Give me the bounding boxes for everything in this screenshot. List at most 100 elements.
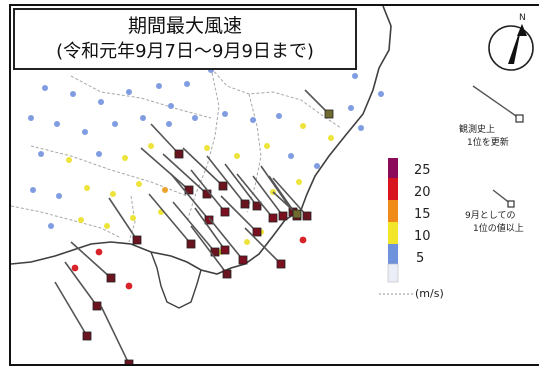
wind-arrow-line bbox=[70, 241, 112, 279]
station-dot bbox=[378, 91, 384, 97]
note-september-line1: 9月としての bbox=[465, 211, 516, 221]
station-dot bbox=[30, 187, 36, 193]
station-dot bbox=[148, 143, 154, 149]
wind-station-square bbox=[220, 207, 230, 217]
wind-station-square bbox=[218, 181, 228, 191]
station-dot bbox=[300, 123, 306, 129]
wind-arrow-line bbox=[252, 175, 284, 217]
station-dot bbox=[156, 83, 162, 89]
station-dot bbox=[166, 121, 172, 127]
wind-arrow-line bbox=[54, 281, 88, 337]
wind-station-square bbox=[302, 211, 312, 221]
wind-arrow-line bbox=[172, 201, 216, 253]
station-dot bbox=[54, 121, 60, 127]
wind-station-square bbox=[276, 259, 286, 269]
wind-station-square bbox=[292, 209, 302, 219]
station-dot bbox=[276, 113, 282, 119]
station-dot bbox=[71, 264, 79, 272]
scale-label-25: 25 bbox=[414, 163, 431, 178]
station-dot bbox=[96, 151, 102, 157]
station-dot bbox=[328, 135, 334, 141]
station-dot bbox=[70, 91, 76, 97]
scale-unit: (m/s) bbox=[415, 287, 444, 300]
station-dot bbox=[28, 115, 34, 121]
scale-label-20: 20 bbox=[414, 185, 431, 200]
wind-station-square bbox=[174, 149, 184, 159]
station-dot bbox=[358, 125, 364, 131]
note-september-line2: 1位の値以上 bbox=[473, 224, 524, 234]
station-dot bbox=[264, 143, 270, 149]
symbol-legend-september bbox=[492, 189, 515, 208]
wind-station-square bbox=[240, 199, 250, 209]
station-dot bbox=[299, 236, 307, 244]
wind-arrow-line bbox=[194, 207, 226, 251]
station-dot bbox=[78, 217, 84, 223]
station-dot bbox=[352, 73, 358, 79]
title-main: 期間最大風速 bbox=[127, 15, 242, 37]
station-dot bbox=[125, 282, 133, 290]
station-dot bbox=[136, 181, 142, 187]
wind-arrow-line bbox=[224, 163, 258, 207]
wind-arrow-line bbox=[140, 147, 190, 191]
wind-arrow-line bbox=[108, 197, 138, 241]
station-dot bbox=[250, 117, 256, 123]
station-dot bbox=[234, 153, 240, 159]
wind-station-square bbox=[124, 359, 134, 364]
color-scale-bar bbox=[387, 158, 399, 283]
wind-station-square bbox=[186, 239, 196, 249]
station-dot bbox=[122, 155, 128, 161]
wind-station-square bbox=[252, 227, 262, 237]
peninsula-coast bbox=[150, 251, 202, 309]
station-dot bbox=[95, 248, 103, 256]
wind-station-square bbox=[324, 109, 334, 119]
station-dot bbox=[204, 145, 210, 151]
wind-arrow-line bbox=[148, 193, 192, 245]
station-dot bbox=[104, 223, 110, 229]
station-dot bbox=[38, 151, 44, 157]
station-dot bbox=[56, 193, 62, 199]
wind-arrow-line bbox=[190, 169, 226, 213]
wind-station-square bbox=[132, 235, 142, 245]
station-dot bbox=[168, 103, 174, 109]
note-record-line2: 1位を更新 bbox=[467, 138, 509, 148]
station-dot bbox=[130, 215, 136, 221]
station-dot bbox=[314, 163, 320, 169]
note-record-line1: 観測史上 bbox=[459, 125, 496, 135]
wind-arrow-line bbox=[64, 261, 98, 307]
scale-label-5: 5 bbox=[416, 251, 425, 266]
station-dot bbox=[348, 105, 354, 111]
wind-arrow-line bbox=[162, 153, 208, 195]
scale-label-15: 15 bbox=[414, 207, 431, 222]
wind-arrow-line bbox=[100, 305, 130, 364]
wind-station-square bbox=[222, 269, 232, 279]
wind-station-square bbox=[220, 245, 230, 255]
wind-station-square bbox=[204, 215, 214, 225]
wind-arrow-line bbox=[170, 173, 210, 221]
title-period: (令和元年9月7日～9月9日まで) bbox=[56, 41, 314, 62]
wind-arrow-line bbox=[182, 147, 224, 187]
compass bbox=[488, 24, 534, 71]
wind-station-square bbox=[268, 213, 278, 223]
station-dot bbox=[112, 121, 118, 127]
scale-label-10: 10 bbox=[414, 229, 431, 244]
station-dot bbox=[42, 85, 48, 91]
station-dot bbox=[162, 187, 168, 193]
station-dot bbox=[184, 81, 190, 87]
station-dot bbox=[48, 223, 54, 229]
station-dot bbox=[192, 115, 198, 121]
station-dot bbox=[140, 115, 146, 121]
wind-arrow-line bbox=[260, 165, 294, 213]
compass-label: N bbox=[519, 13, 526, 23]
station-dot bbox=[296, 179, 302, 185]
wind-station-square bbox=[278, 211, 288, 221]
station-dot bbox=[244, 239, 250, 245]
coastline bbox=[11, 6, 392, 275]
wind-map: N 期間最大風速 (令和元年9月7日～9月9日まで) 25 20 15 10 5… bbox=[9, 4, 539, 366]
wind-arrow-line bbox=[150, 123, 180, 155]
wind-station-square bbox=[82, 331, 92, 341]
station-dot bbox=[288, 153, 294, 159]
station-dot bbox=[82, 129, 88, 135]
wind-arrows bbox=[54, 89, 334, 364]
station-dot bbox=[98, 99, 104, 105]
wind-arrow-line bbox=[208, 217, 244, 261]
